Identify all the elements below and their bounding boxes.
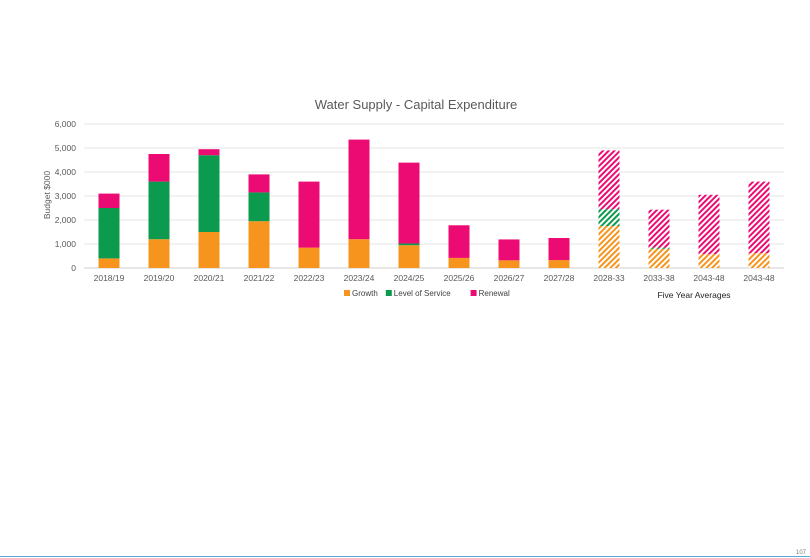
legend-swatch: [344, 290, 350, 296]
legend-label: Growth: [352, 289, 378, 298]
y-tick-label: 5,000: [55, 143, 77, 153]
bar-renewal: [598, 150, 620, 210]
bar-growth: [198, 232, 220, 268]
x-tick-label: 2043-48: [693, 273, 724, 283]
x-tick-labels: 2018/19 2019/20 2020/21 2021/22 2022/23 2023/…: [94, 273, 775, 283]
bar-renewal: [448, 225, 470, 258]
x-tick-label: 2019/20: [144, 273, 175, 283]
bar-growth: [698, 254, 720, 268]
page-number: 107: [795, 550, 806, 556]
bar-growth: [148, 239, 170, 268]
five-year-averages-label: Five Year Averages: [657, 290, 730, 300]
bar-growth: [248, 221, 270, 268]
bar-growth: [298, 247, 320, 268]
bar-growth: [548, 260, 570, 268]
bar-growth: [398, 245, 420, 268]
y-tick-label: 2,000: [55, 215, 77, 225]
bar-level-of-service: [248, 192, 270, 222]
bar-renewal: [348, 139, 370, 240]
x-tick-label: 2026/27: [494, 273, 525, 283]
bars: [98, 139, 770, 268]
x-tick-label: 2028-33: [593, 273, 624, 283]
bar-growth: [748, 253, 770, 268]
bar-renewal: [648, 209, 670, 248]
legend: Growth Level of Service Renewal: [344, 289, 510, 298]
bar-growth: [648, 248, 670, 268]
bar-growth: [598, 226, 620, 268]
bar-renewal: [248, 174, 270, 193]
bar-level-of-service: [648, 247, 670, 249]
x-tick-label: 2025/26: [444, 273, 475, 283]
x-tick-label: 2024/25: [394, 273, 425, 283]
bar-renewal: [98, 193, 120, 208]
x-tick-label: 2023/24: [344, 273, 375, 283]
y-tick-label: 3,000: [55, 191, 77, 201]
legend-swatch: [385, 290, 392, 296]
y-axis-title: Budget $000: [42, 171, 52, 219]
footer-rule: [0, 556, 810, 557]
bar-level-of-service: [398, 243, 420, 246]
y-tick-labels: 0 1,000 2,000 3,000 4,000 5,000 6,000: [55, 119, 77, 273]
x-tick-label: 2020/21: [194, 273, 225, 283]
legend-label: Level of Service: [394, 289, 451, 298]
bar-renewal: [498, 239, 520, 261]
y-tick-label: 0: [71, 263, 76, 273]
legend-swatch: [470, 290, 477, 296]
bar-renewal: [148, 154, 170, 182]
bar-renewal: [298, 181, 320, 248]
gridlines: [84, 123, 784, 269]
bar-level-of-service: [198, 155, 220, 232]
y-tick-label: 4,000: [55, 167, 77, 177]
bar-renewal: [548, 238, 570, 261]
x-tick-label: 2033-38: [643, 273, 674, 283]
x-tick-label: 2018/19: [94, 273, 125, 283]
bar-renewal: [398, 162, 420, 244]
bar-level-of-service: [98, 208, 120, 259]
x-tick-label: 2021/22: [244, 273, 275, 283]
x-tick-label: 2027/28: [544, 273, 575, 283]
x-tick-label: 2022/23: [294, 273, 325, 283]
bar-growth: [98, 258, 120, 268]
bar-growth: [348, 239, 370, 268]
bar-level-of-service: [598, 209, 620, 226]
legend-label: Renewal: [479, 289, 510, 298]
x-tick-label: 2043-48: [743, 273, 774, 283]
y-tick-label: 1,000: [55, 239, 77, 249]
bar-level-of-service: [148, 181, 170, 240]
bar-growth: [448, 257, 470, 268]
bar-renewal: [748, 181, 770, 254]
y-tick-label: 6,000: [55, 119, 77, 129]
bar-renewal: [698, 194, 720, 255]
chart-title: Water Supply - Capital Expenditure: [315, 97, 518, 112]
bar-growth: [498, 260, 520, 268]
bar-renewal: [198, 149, 220, 156]
